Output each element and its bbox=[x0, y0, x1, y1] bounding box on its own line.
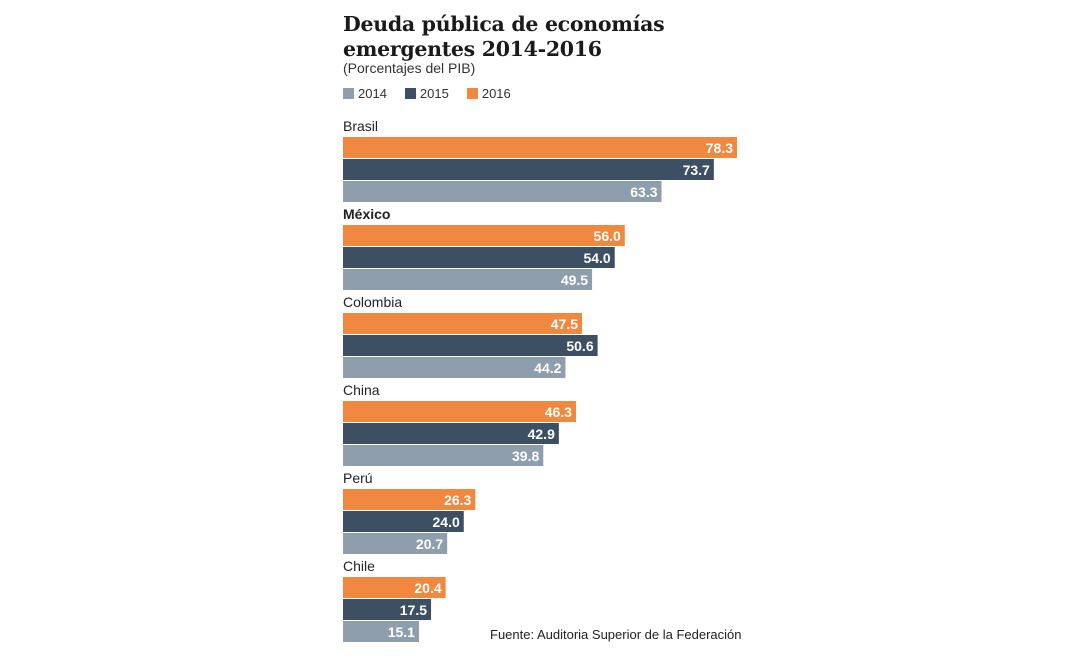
source-note: Fuente: Auditoria Superior de la Federac… bbox=[490, 627, 742, 642]
data-label: 44.2 bbox=[534, 360, 561, 376]
bar-2014 bbox=[343, 533, 448, 554]
data-label: 73.7 bbox=[683, 162, 710, 178]
data-label: 26.3 bbox=[444, 492, 471, 508]
category-label: México bbox=[343, 206, 390, 222]
data-label: 20.4 bbox=[414, 580, 441, 596]
bar-2014 bbox=[343, 357, 566, 378]
bar-2015 bbox=[343, 159, 714, 180]
chart-subtitle: (Porcentajes del PIB) bbox=[343, 60, 476, 76]
bar-2016 bbox=[343, 137, 737, 158]
legend-swatch-2015 bbox=[404, 88, 416, 99]
category-label: Chile bbox=[343, 558, 375, 574]
legend: 2014 2015 2016 bbox=[343, 86, 511, 101]
bar-2016 bbox=[343, 577, 446, 598]
bar-2016 bbox=[343, 313, 583, 334]
category-label: Brasil bbox=[343, 118, 378, 134]
bar-2014 bbox=[343, 269, 593, 290]
category-label: Perú bbox=[343, 470, 373, 486]
bar-2015 bbox=[343, 511, 464, 532]
data-label: 49.5 bbox=[561, 272, 588, 288]
data-label: 15.1 bbox=[388, 624, 415, 640]
bar-2016 bbox=[343, 401, 576, 422]
bar-2016 bbox=[343, 225, 625, 246]
data-label: 63.3 bbox=[630, 184, 657, 200]
data-label: 50.6 bbox=[566, 338, 593, 354]
bar-2014 bbox=[343, 181, 662, 202]
legend-label-2016: 2016 bbox=[481, 86, 511, 101]
bar-2015 bbox=[343, 599, 432, 620]
data-label: 47.5 bbox=[551, 316, 578, 332]
legend-item-2016: 2016 bbox=[466, 86, 511, 101]
legend-label-2015: 2015 bbox=[419, 86, 449, 101]
data-label: 78.3 bbox=[706, 140, 733, 156]
data-label: 17.5 bbox=[400, 602, 427, 618]
data-label: 54.0 bbox=[583, 250, 610, 266]
data-label: 46.3 bbox=[545, 404, 572, 420]
chart-title: Deuda pública de economías emergentes 20… bbox=[343, 12, 665, 61]
bar-2016 bbox=[343, 489, 476, 510]
bar-2014 bbox=[343, 445, 544, 466]
legend-swatch-2016 bbox=[466, 88, 478, 99]
data-label: 56.0 bbox=[594, 228, 621, 244]
legend-item-2014: 2014 bbox=[343, 86, 387, 101]
bar-2015 bbox=[343, 423, 559, 444]
legend-label-2014: 2014 bbox=[358, 86, 387, 101]
data-label: 20.7 bbox=[416, 536, 443, 552]
category-label: Colombia bbox=[343, 294, 402, 310]
bar-2015 bbox=[343, 247, 615, 268]
category-label: China bbox=[343, 382, 380, 398]
bar-2015 bbox=[343, 335, 598, 356]
data-label: 42.9 bbox=[528, 426, 555, 442]
legend-item-2015: 2015 bbox=[404, 86, 449, 101]
bar-2014 bbox=[343, 621, 419, 642]
data-label: 39.8 bbox=[512, 448, 539, 464]
data-label: 24.0 bbox=[433, 514, 460, 530]
legend-swatch-2014 bbox=[343, 88, 354, 99]
